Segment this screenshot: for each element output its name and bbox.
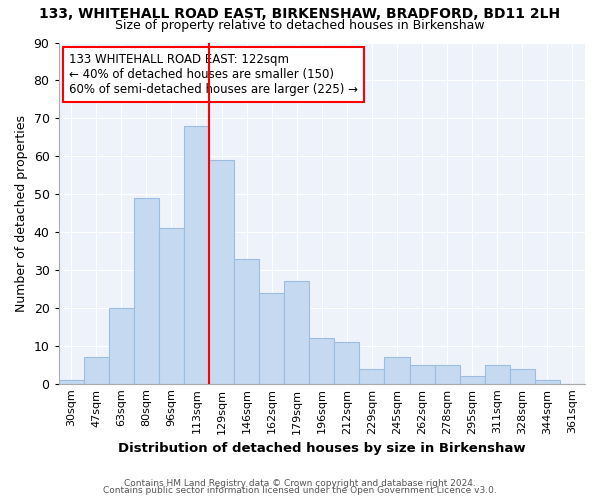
Text: Size of property relative to detached houses in Birkenshaw: Size of property relative to detached ho… bbox=[115, 19, 485, 32]
Bar bbox=[134, 198, 159, 384]
Bar bbox=[234, 258, 259, 384]
Text: Contains public sector information licensed under the Open Government Licence v3: Contains public sector information licen… bbox=[103, 486, 497, 495]
Bar bbox=[535, 380, 560, 384]
Bar bbox=[259, 292, 284, 384]
Text: 133, WHITEHALL ROAD EAST, BIRKENSHAW, BRADFORD, BD11 2LH: 133, WHITEHALL ROAD EAST, BIRKENSHAW, BR… bbox=[40, 8, 560, 22]
Bar bbox=[83, 357, 109, 384]
Bar bbox=[485, 364, 510, 384]
Bar bbox=[159, 228, 184, 384]
Bar bbox=[334, 342, 359, 384]
Bar bbox=[209, 160, 234, 384]
Bar bbox=[460, 376, 485, 384]
Text: Contains HM Land Registry data © Crown copyright and database right 2024.: Contains HM Land Registry data © Crown c… bbox=[124, 478, 476, 488]
Bar bbox=[109, 308, 134, 384]
Bar bbox=[284, 282, 309, 384]
Bar bbox=[510, 368, 535, 384]
Bar bbox=[434, 364, 460, 384]
X-axis label: Distribution of detached houses by size in Birkenshaw: Distribution of detached houses by size … bbox=[118, 442, 526, 455]
Bar bbox=[184, 126, 209, 384]
Y-axis label: Number of detached properties: Number of detached properties bbox=[15, 114, 28, 312]
Bar bbox=[385, 357, 410, 384]
Bar bbox=[59, 380, 83, 384]
Bar bbox=[410, 364, 434, 384]
Bar bbox=[309, 338, 334, 384]
Text: 133 WHITEHALL ROAD EAST: 122sqm
← 40% of detached houses are smaller (150)
60% o: 133 WHITEHALL ROAD EAST: 122sqm ← 40% of… bbox=[69, 52, 358, 96]
Bar bbox=[359, 368, 385, 384]
